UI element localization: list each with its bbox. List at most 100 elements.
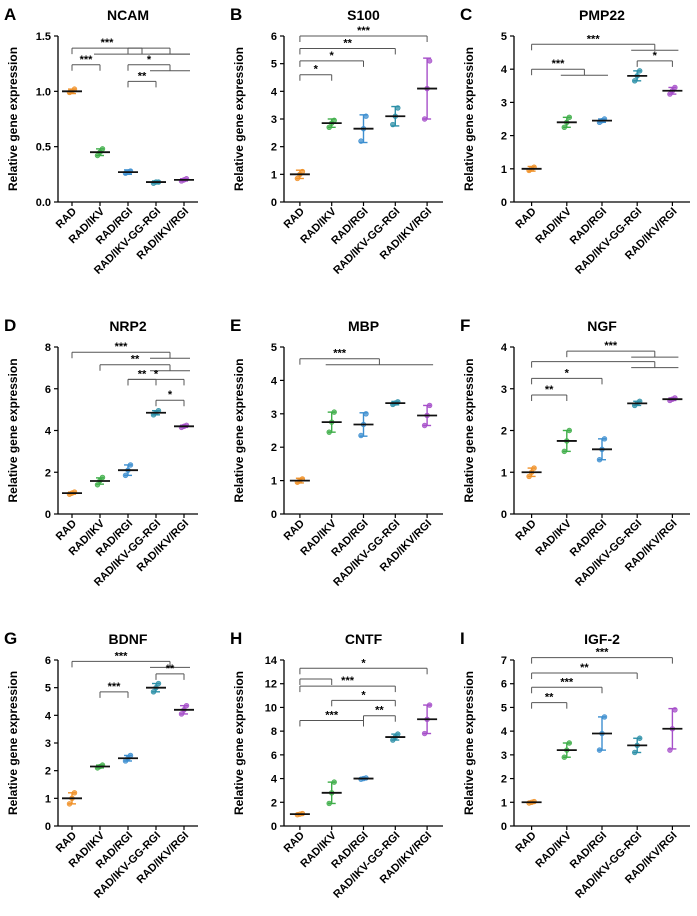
- data-point: [631, 749, 638, 756]
- x-tick-label: RAD: [513, 518, 538, 543]
- data-point: [390, 121, 396, 128]
- x-tick-label: RAD: [513, 206, 538, 231]
- significance-bracket: ***: [71, 54, 101, 71]
- data-point: [155, 680, 162, 687]
- y-tick-label: 6: [501, 679, 507, 691]
- y-axis-label: Relative gene expression: [232, 671, 246, 815]
- significance-label: **: [580, 662, 589, 674]
- significance-label: **: [343, 37, 352, 49]
- significance-bracket: *: [531, 367, 603, 385]
- x-tick-label: RAD/IKV-GG-RGI: [573, 206, 644, 277]
- significance-bracket: **: [531, 384, 568, 402]
- data-point: [596, 747, 603, 753]
- significance-label: ***: [101, 37, 115, 49]
- y-tick-label: 1: [501, 797, 507, 809]
- significance-label: ***: [341, 675, 355, 687]
- data-point: [363, 411, 369, 417]
- data-point: [426, 58, 433, 64]
- y-tick-label: 3: [45, 738, 51, 750]
- y-axis-label: Relative gene expression: [462, 358, 476, 502]
- y-tick-label: 6: [45, 655, 51, 667]
- y-tick-label: 5: [501, 702, 507, 714]
- data-point: [122, 472, 129, 479]
- chart-title: BDNF: [109, 631, 148, 647]
- data-point: [672, 707, 678, 713]
- x-tick-label: RAD: [282, 206, 307, 231]
- significance-bracket: *: [331, 689, 396, 707]
- y-tick-label: 1.0: [36, 86, 51, 98]
- significance-bracket: ***: [531, 676, 603, 694]
- data-point: [667, 747, 673, 753]
- y-tick-label: 12: [265, 679, 277, 691]
- y-tick-label: 0: [271, 197, 277, 209]
- y-axis-label: Relative gene expression: [6, 358, 20, 502]
- data-point: [299, 168, 306, 175]
- y-tick-label: 4: [45, 710, 52, 722]
- data-point: [526, 473, 532, 480]
- y-tick-label: 10: [265, 702, 277, 714]
- significance-bracket: [531, 361, 679, 369]
- significance-label: ***: [596, 647, 610, 659]
- significance-label: *: [565, 367, 570, 379]
- y-tick-label: 2: [501, 426, 507, 438]
- significance-bracket: **: [127, 70, 157, 88]
- y-tick-label: 5: [271, 342, 277, 354]
- y-tick-label: 2: [271, 442, 277, 454]
- x-tick-label: RAD: [54, 518, 79, 543]
- significance-label: *: [154, 368, 159, 380]
- y-tick-label: 3: [271, 409, 277, 421]
- y-tick-label: 2: [45, 766, 51, 778]
- y-tick-label: 8: [45, 342, 51, 354]
- data-point: [99, 146, 106, 152]
- y-axis-label: Relative gene expression: [232, 358, 246, 502]
- y-tick-label: 4: [501, 726, 508, 738]
- data-point: [363, 113, 369, 119]
- y-tick-label: 8: [271, 726, 277, 738]
- y-axis-label: Relative gene expression: [462, 47, 476, 191]
- data-point: [326, 124, 332, 131]
- significance-bracket: *: [155, 389, 185, 407]
- significance-bracket: ***: [566, 340, 679, 358]
- y-tick-label: 1: [45, 793, 51, 805]
- significance-label: *: [361, 657, 366, 669]
- data-point: [421, 422, 428, 429]
- significance-bracket: **: [299, 37, 396, 55]
- chart-title: NRP2: [109, 318, 147, 334]
- y-tick-label: 14: [265, 655, 278, 667]
- data-point: [395, 731, 401, 737]
- significance-bracket: [299, 678, 333, 685]
- y-tick-label: 5: [45, 683, 51, 695]
- panel-letter: A: [4, 5, 16, 24]
- panel-i: I IGF-2 Relative gene expression 0 1 2 3 4 5 6 7 RA…: [460, 629, 690, 901]
- panel-f: F NGF Relative gene expression 0 1 2 3 4 RAD RAD/…: [460, 316, 690, 589]
- y-tick-label: 1: [501, 164, 507, 176]
- significance-label: *: [314, 64, 319, 76]
- significance-bracket: ***: [299, 25, 428, 42]
- data-point: [636, 68, 643, 74]
- data-point: [601, 714, 608, 720]
- data-point: [566, 740, 572, 746]
- significance-bracket: ***: [71, 341, 190, 359]
- data-point: [672, 84, 678, 91]
- significance-bracket: **: [531, 662, 638, 680]
- y-tick-label: 0: [271, 821, 277, 833]
- panel-letter: D: [4, 316, 16, 335]
- data-point: [531, 465, 537, 471]
- significance-bracket: ***: [299, 709, 364, 727]
- significance-label: *: [653, 50, 658, 62]
- y-axis-label: Relative gene expression: [6, 47, 20, 191]
- significance-label: *: [147, 54, 152, 66]
- chart-title: NGF: [587, 318, 617, 334]
- data-point: [566, 114, 572, 121]
- significance-bracket: **: [363, 705, 396, 722]
- significance-label: ***: [325, 709, 339, 721]
- data-point: [178, 711, 185, 717]
- significance-bracket: **: [155, 663, 185, 680]
- significance-label: **: [138, 368, 147, 380]
- y-tick-label: 4: [501, 64, 508, 76]
- y-axis-label: Relative gene expression: [6, 671, 20, 815]
- data-point: [426, 402, 433, 409]
- data-point: [561, 448, 567, 455]
- significance-bracket: [127, 47, 190, 55]
